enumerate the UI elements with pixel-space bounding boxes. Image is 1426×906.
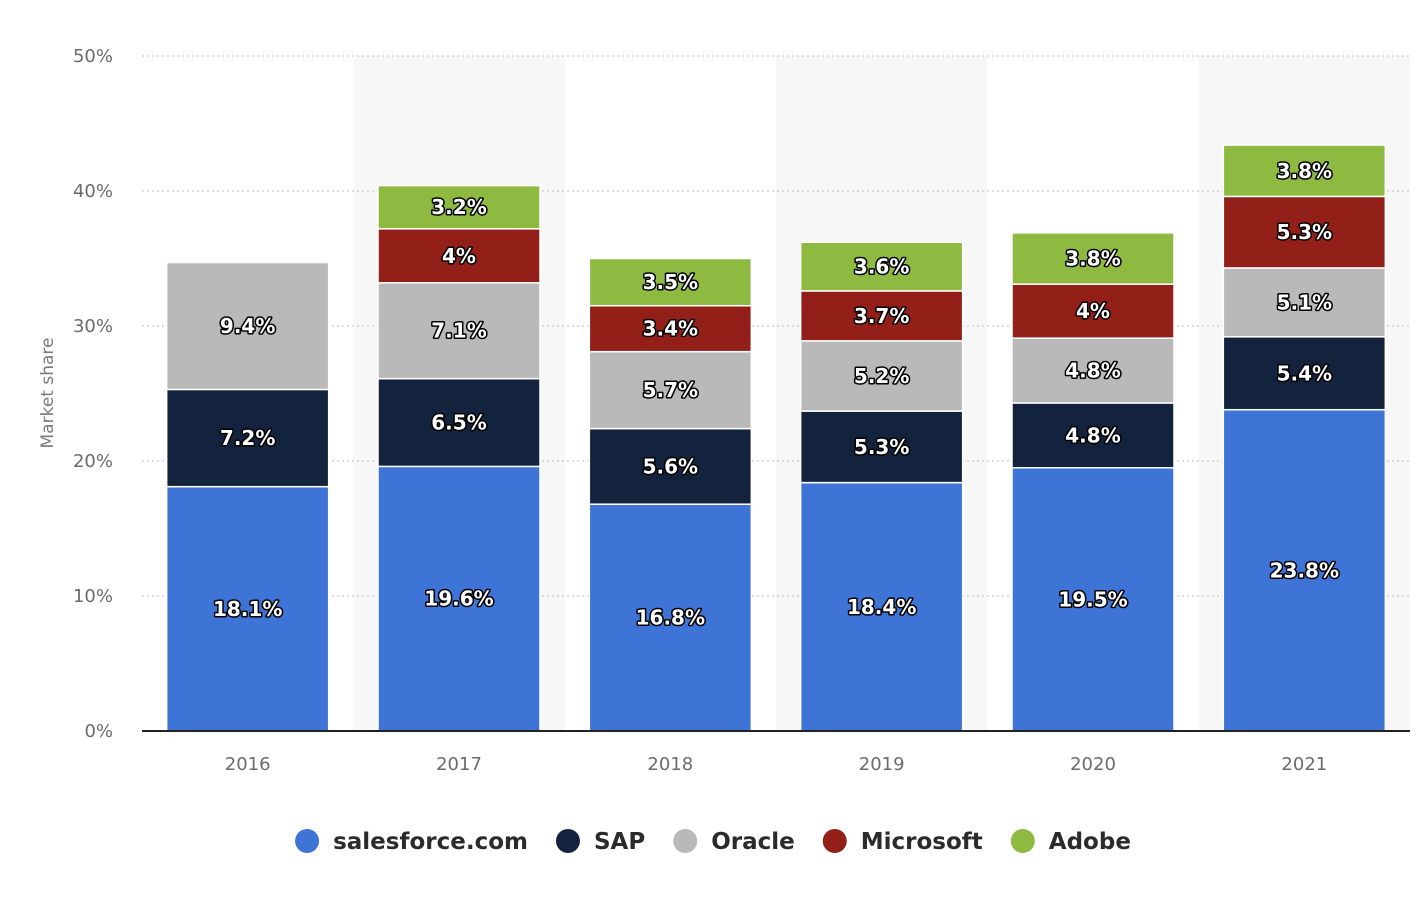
bar-segment <box>1222 336 1387 411</box>
data-label: 5.7% <box>643 378 698 402</box>
legend-item[interactable]: Microsoft <box>822 829 983 855</box>
y-tick-label: 40% <box>73 181 113 202</box>
data-label: 5.4% <box>1277 361 1332 385</box>
legend-swatch <box>295 829 320 853</box>
bar-segment <box>799 340 964 412</box>
legend-item[interactable]: SAP <box>555 829 645 855</box>
bar-segment <box>377 184 541 230</box>
legend-item[interactable]: Oracle <box>673 829 795 855</box>
y-tick-label: 50% <box>73 46 113 67</box>
data-label: 3.8% <box>1277 159 1332 183</box>
data-label: 18.1% <box>213 597 282 621</box>
bar-segment <box>588 503 753 732</box>
bar-segment <box>1222 267 1387 338</box>
data-label: 6.5% <box>431 411 486 435</box>
bar-segment <box>1011 283 1175 339</box>
bar-labels: 18.1% 7.2% 9.4% 19.6% 6.5% 7.1% 4% 3.2% 16.8% 5.6… <box>211 157 1340 631</box>
bar-segment <box>799 241 964 292</box>
legend-label: SAP <box>594 829 645 855</box>
legend-swatch <box>673 829 698 853</box>
bar-segment <box>165 485 330 732</box>
x-tick-label: 2018 <box>647 754 693 775</box>
bar-segment <box>588 305 753 353</box>
x-tick-label: 2020 <box>1070 754 1116 775</box>
legend-label: Adobe <box>1049 829 1131 855</box>
data-label: 16.8% <box>636 606 705 630</box>
data-label: 3.2% <box>431 195 486 219</box>
legend-label: Microsoft <box>861 829 983 855</box>
data-label: 5.6% <box>643 454 698 478</box>
data-label: 3.4% <box>643 317 698 341</box>
data-label: 7.1% <box>431 319 486 343</box>
data-label: 18.4% <box>847 595 916 619</box>
data-label: 3.6% <box>854 255 909 279</box>
legend-label: salesforce.com <box>333 829 528 855</box>
data-label: 19.6% <box>424 587 493 611</box>
legend-item[interactable]: salesforce.com <box>295 829 528 855</box>
data-label: 4.8% <box>1065 359 1120 383</box>
legend-swatch <box>822 829 847 853</box>
x-tick-label: 2017 <box>436 754 482 775</box>
data-label: 4% <box>1076 299 1110 323</box>
y-tick-label: 20% <box>73 451 113 472</box>
legend-label: Oracle <box>711 829 795 855</box>
bar-segment <box>799 481 964 732</box>
bar-segment <box>799 290 964 342</box>
data-label: 5.3% <box>854 435 909 459</box>
bar-segment <box>1222 195 1387 269</box>
bar-segment <box>377 228 541 284</box>
x-tick-label: 2019 <box>859 754 905 775</box>
legend-item[interactable]: Adobe <box>1010 829 1131 855</box>
axes: Market share 0% 10% 20% 30% 40% 50% 2016 2017 20… <box>38 46 1410 775</box>
gridlines <box>142 55 1410 597</box>
y-tick-label: 0% <box>84 721 113 742</box>
data-label: 5.2% <box>854 364 909 388</box>
legend: salesforce.com SAP Oracle Microsoft Adobe <box>295 829 1131 855</box>
data-label: 9.4% <box>220 314 275 338</box>
y-tick-label: 10% <box>73 586 113 607</box>
data-label: 7.2% <box>220 426 275 450</box>
data-label: 3.7% <box>854 304 909 328</box>
bar-segment <box>165 261 330 391</box>
data-label: 3.5% <box>643 270 698 294</box>
data-label: 3.8% <box>1065 247 1120 271</box>
data-label: 4.8% <box>1065 423 1120 447</box>
data-label: 4% <box>442 244 476 268</box>
legend-swatch <box>555 829 580 853</box>
bar-segment <box>165 388 330 488</box>
data-label: 5.1% <box>1277 290 1332 314</box>
x-tick-label: 2021 <box>1281 754 1327 775</box>
bar-segment <box>588 350 753 430</box>
bar-segment <box>1011 467 1175 732</box>
data-label: 19.5% <box>1058 587 1127 611</box>
legend-swatch <box>1010 829 1035 853</box>
data-label: 23.8% <box>1270 558 1339 582</box>
bar-segment <box>377 465 541 732</box>
bar-segment <box>1222 144 1387 198</box>
bar-segment <box>588 257 753 307</box>
y-tick-label: 30% <box>73 316 113 337</box>
bar-segment <box>1222 408 1387 732</box>
bar-segment <box>588 427 753 505</box>
bar-segment <box>1011 402 1175 469</box>
data-label: 5.3% <box>1277 220 1332 244</box>
x-tick-label: 2016 <box>225 754 271 775</box>
bar-segment <box>1011 232 1175 285</box>
y-axis-title: Market share <box>38 338 58 449</box>
bars <box>165 144 1387 732</box>
